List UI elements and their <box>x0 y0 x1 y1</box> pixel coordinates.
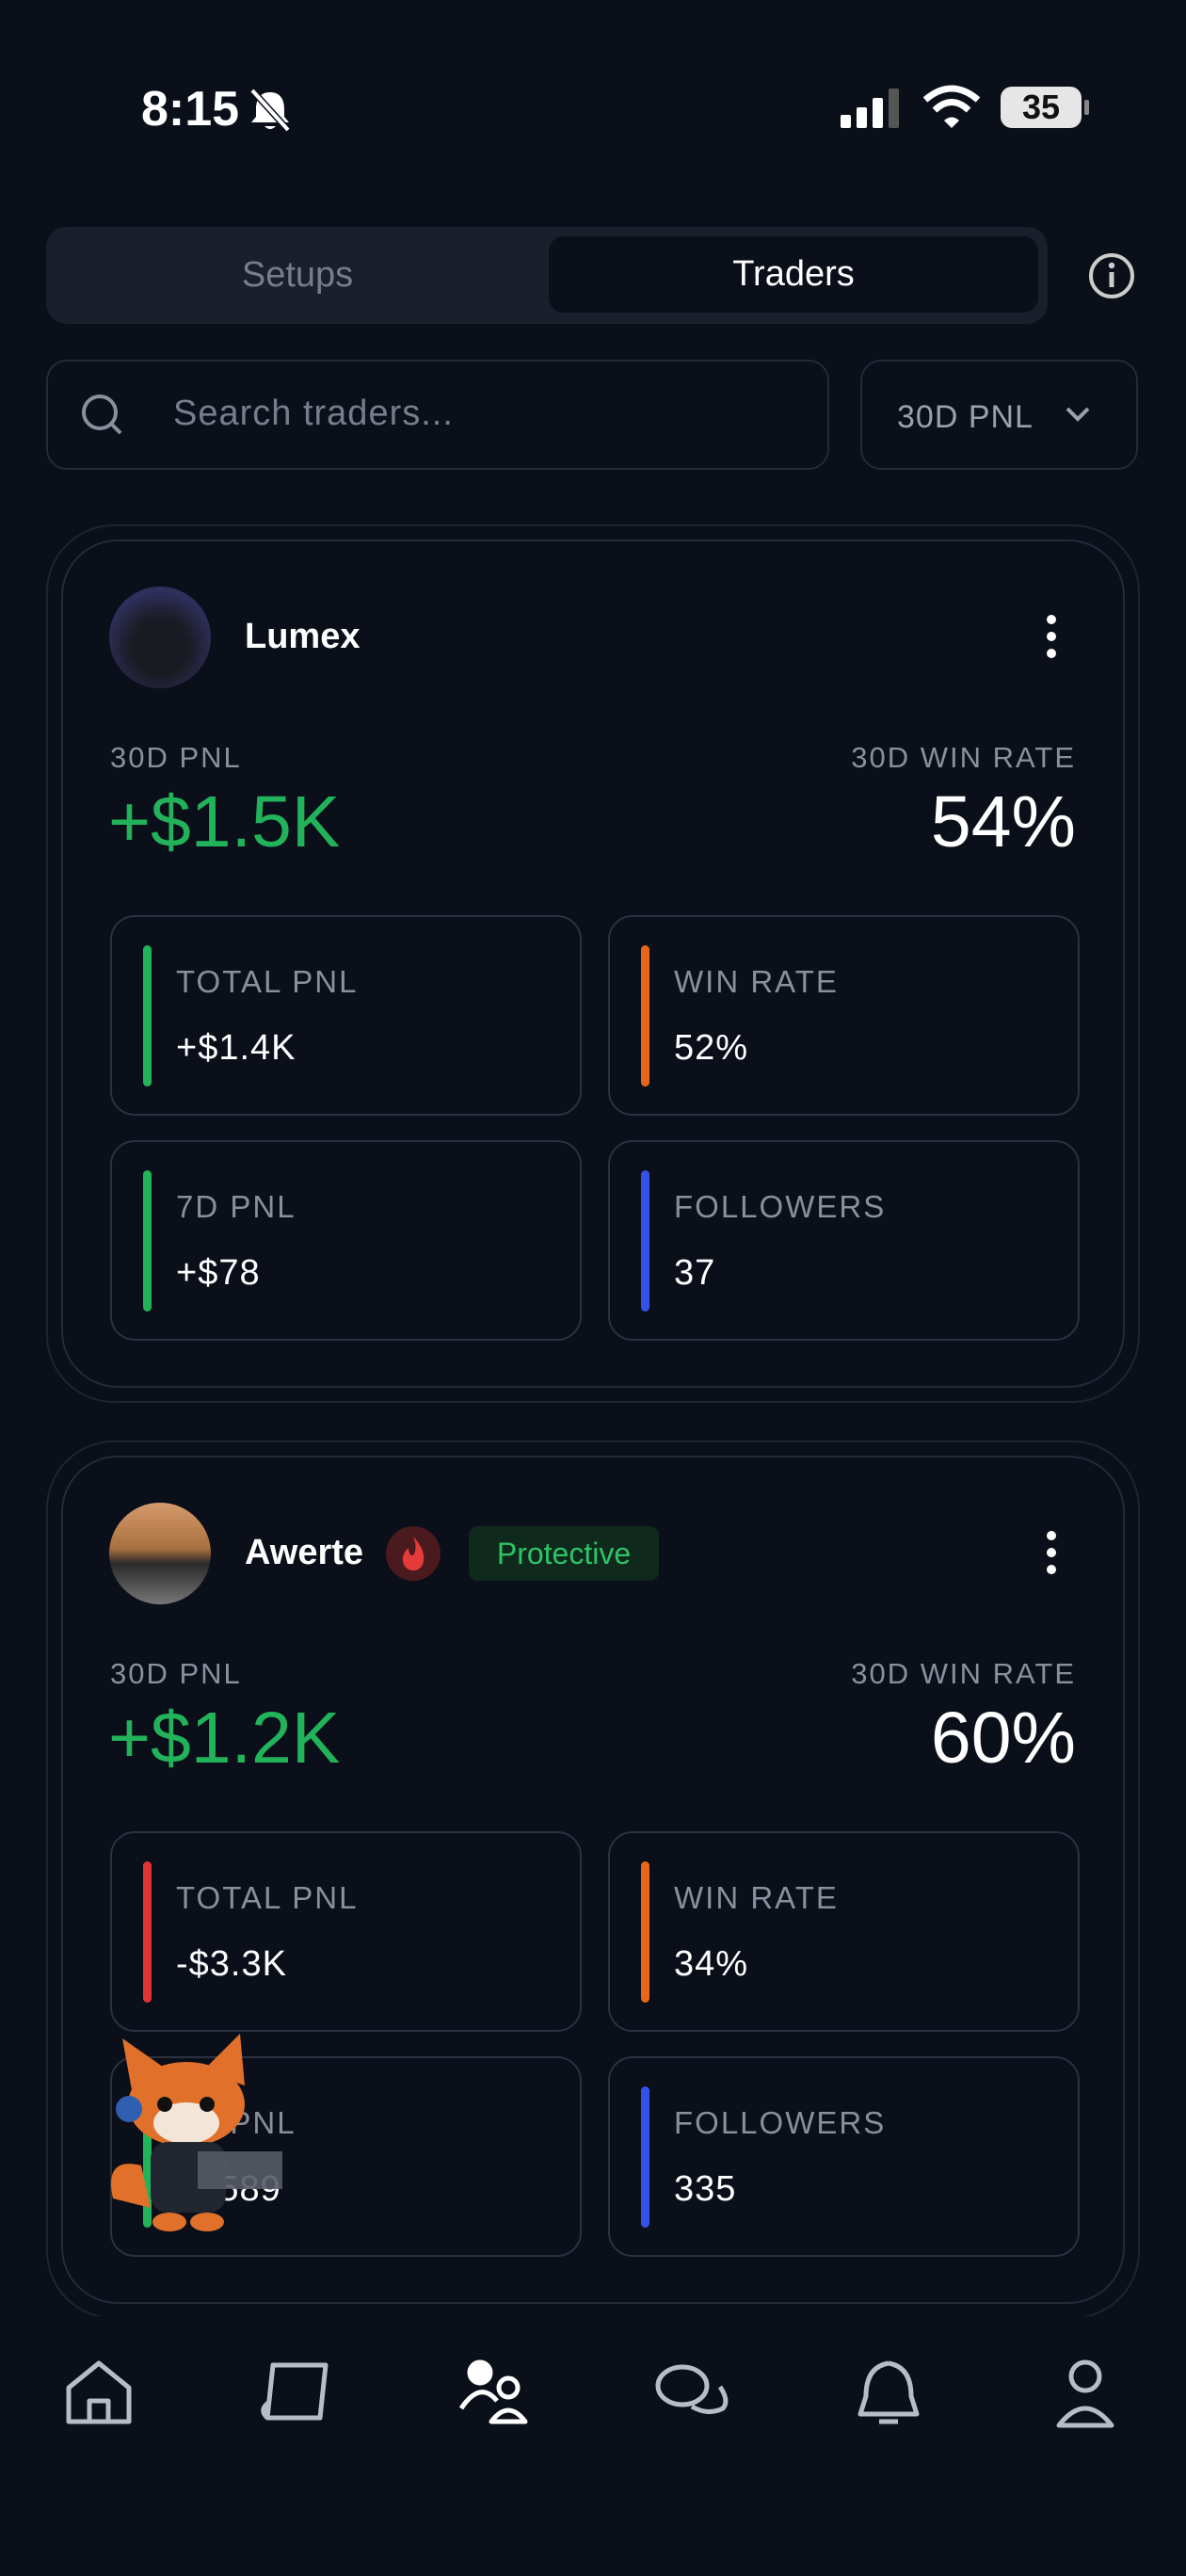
bottom-nav <box>0 2316 1186 2576</box>
nav-journal[interactable] <box>261 2362 329 2421</box>
avatar <box>109 587 211 688</box>
mascot[interactable] <box>104 2034 301 2236</box>
trader-name: Awerte <box>245 1533 364 1572</box>
stat-accent <box>641 2086 649 2228</box>
win-value: 54% <box>930 781 1076 862</box>
filter-dropdown[interactable] <box>860 360 1138 470</box>
more-menu[interactable] <box>1044 1529 1059 1576</box>
stat-accent <box>641 945 649 1087</box>
search-icon <box>82 394 122 435</box>
card-border <box>61 1456 1125 2304</box>
nav-home[interactable] <box>66 2360 132 2424</box>
tab[interactable]: Setups <box>241 255 354 295</box>
stat-tile: FOLLOWERS 37 <box>608 1140 1080 1341</box>
stat-label: TOTAL PNL <box>176 1880 359 1915</box>
signal-icon <box>841 89 899 128</box>
card-border <box>61 539 1125 1388</box>
stat-accent <box>143 945 152 1087</box>
trader-name: Lumex <box>245 617 361 656</box>
risk-badge: Protective <box>469 1526 659 1581</box>
fire-icon <box>386 1526 441 1581</box>
stat-tile: WIN RATE 34% <box>608 1831 1080 2032</box>
stat-value: 34% <box>674 1944 749 1984</box>
stat-label: FOLLOWERS <box>674 2105 887 2140</box>
stat-value: -$3.3K <box>176 1944 287 1984</box>
filter-label: 30D PNL <box>897 399 1034 435</box>
nav-alerts[interactable] <box>857 2360 920 2424</box>
stat-accent <box>143 1170 152 1312</box>
search-box[interactable] <box>46 360 829 470</box>
stat-tile: 7D PNL +$78 <box>110 1140 582 1341</box>
stat-accent <box>143 2086 152 2228</box>
pnl-value: +$1.2K <box>108 1698 341 1779</box>
stat-accent <box>641 1170 649 1312</box>
battery-tip <box>1084 100 1089 115</box>
stat-label: TOTAL PNL <box>176 964 359 999</box>
stat-value: +$1.4K <box>176 1028 296 1068</box>
stat-label: WIN RATE <box>674 964 839 999</box>
stat-accent <box>641 1861 649 2003</box>
stat-tile: WIN RATE 52% <box>608 915 1080 1116</box>
stat-tile: FOLLOWERS 335 <box>608 2056 1080 2257</box>
stat-accent <box>143 1861 152 2003</box>
chevron <box>1066 407 1090 422</box>
info-icon[interactable] <box>1087 251 1136 300</box>
win-label: 30D WIN RATE <box>851 1657 1076 1690</box>
stat-tile: TOTAL PNL +$1.4K <box>110 915 582 1116</box>
stat-value: 335 <box>674 2169 737 2209</box>
wifi-icon <box>922 85 981 128</box>
win-value: 60% <box>930 1698 1076 1779</box>
pnl-value: +$1.5K <box>108 781 341 862</box>
nav-chat[interactable] <box>655 2364 729 2414</box>
stat-label: WIN RATE <box>674 1880 839 1915</box>
battery: 35 <box>1001 87 1082 128</box>
win-label: 30D WIN RATE <box>851 741 1076 774</box>
mute-icon <box>249 89 291 132</box>
search-placeholder: Search traders... <box>173 394 454 433</box>
tab-active[interactable]: Traders <box>549 236 1038 313</box>
avatar <box>109 1503 211 1604</box>
nav-profile[interactable] <box>1056 2359 1114 2428</box>
pnl-label: 30D PNL <box>110 1657 242 1690</box>
stat-tile: TOTAL PNL -$3.3K <box>110 1831 582 2032</box>
more-menu[interactable] <box>1044 613 1059 660</box>
stat-value: 37 <box>674 1253 716 1293</box>
stat-label: FOLLOWERS <box>674 1189 887 1224</box>
nav-icons <box>66 2359 1114 2428</box>
status-time: 8:15 <box>141 82 240 137</box>
trader-card[interactable]: Lumex 30D PNL +$1.5K 30D WIN RATE 54% TOTAL P… <box>46 524 1140 1403</box>
stat-label: 7D PNL <box>176 1189 296 1224</box>
stat-value: 52% <box>674 1028 749 1068</box>
pnl-label: 30D PNL <box>110 741 242 774</box>
stat-value: +$78 <box>176 1253 261 1293</box>
nav-traders[interactable] <box>458 2359 528 2424</box>
